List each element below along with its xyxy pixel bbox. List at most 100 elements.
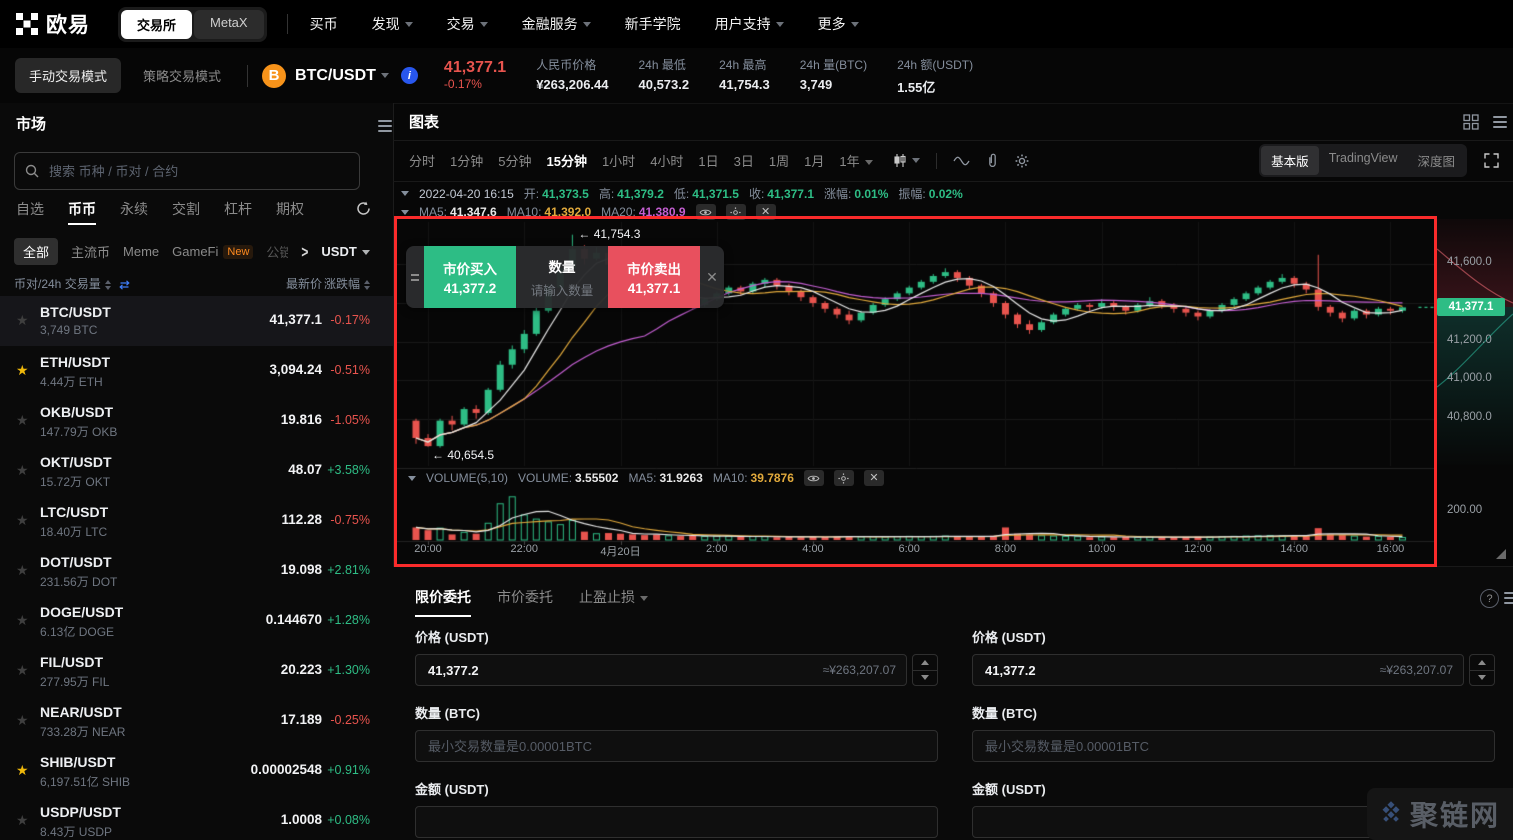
quantity-field[interactable]: 数量 请输入数量 — [516, 256, 608, 299]
market-tab-期权[interactable]: 期权 — [276, 201, 304, 217]
collapse-icon[interactable] — [408, 475, 416, 481]
market-sell-button[interactable]: 市价卖出 41,377.1 — [608, 246, 700, 308]
timeframe-tab[interactable]: 1分钟 — [450, 154, 484, 169]
pair-row[interactable]: ★ BTC/USDT 3,749 BTC 41,377.1 -0.17% — [0, 296, 393, 346]
nav-item[interactable]: 买币 — [310, 14, 338, 34]
quantity-input-box[interactable] — [972, 730, 1495, 762]
amount-input-box[interactable] — [415, 806, 938, 838]
filter-item[interactable]: Meme — [123, 244, 160, 259]
order-tab[interactable]: 止盈止损 — [579, 587, 648, 617]
eye-icon[interactable] — [695, 204, 716, 220]
help-icon[interactable]: ? — [1480, 589, 1499, 608]
collapse-icon[interactable] — [401, 191, 409, 196]
favorite-star-icon[interactable]: ★ — [16, 712, 29, 728]
favorite-star-icon[interactable]: ★ — [16, 412, 29, 428]
price-input[interactable] — [426, 661, 815, 679]
timeframe-tab[interactable]: 3日 — [733, 154, 754, 169]
layout-grid-icon[interactable] — [1463, 113, 1479, 130]
nav-item[interactable]: 新手学院 — [625, 14, 681, 34]
nav-item[interactable]: 用户支持 — [715, 14, 784, 34]
drawing-tools-icon[interactable] — [986, 153, 999, 168]
timeframe-tab[interactable]: 1小时 — [601, 154, 636, 169]
price-input-box[interactable]: ≈¥263,207.07 — [415, 654, 907, 686]
market-tab-永续[interactable]: 永续 — [120, 201, 148, 217]
quote-currency-select[interactable]: USDT — [321, 244, 370, 259]
market-tab-币币[interactable]: 币币 — [68, 199, 96, 225]
filter-pill-active[interactable]: 全部 — [14, 238, 59, 265]
timeframe-tab[interactable]: 1日 — [698, 154, 719, 169]
timeframe-tab[interactable]: 分时 — [409, 154, 436, 169]
chevron-right-icon[interactable]: > — [301, 241, 309, 262]
brand-logo[interactable]: 欧易 — [16, 9, 90, 39]
order-tab[interactable]: 限价委托 — [415, 587, 471, 617]
market-tab-杠杆[interactable]: 杠杆 — [224, 201, 252, 217]
eye-icon[interactable] — [803, 470, 824, 486]
swap-sort-icon[interactable] — [118, 280, 131, 290]
step-up-button[interactable] — [913, 655, 937, 670]
strategy-mode-button[interactable]: 策略交易模式 — [143, 69, 222, 84]
search-box[interactable] — [14, 152, 360, 190]
step-down-button[interactable] — [1470, 669, 1494, 686]
favorite-star-icon[interactable]: ★ — [16, 612, 29, 628]
chart-view-tab[interactable]: 深度图 — [1417, 155, 1455, 169]
indicator-settings-icon[interactable] — [725, 204, 746, 220]
favorite-star-icon[interactable]: ★ — [16, 762, 29, 778]
candle-type-icon[interactable] — [893, 153, 920, 168]
pair-row[interactable]: ★ OKT/USDT 15.72万 OKT 48.07 +3.58% — [0, 446, 393, 496]
close-indicator-icon[interactable]: ✕ — [863, 470, 884, 486]
timeframe-tab[interactable]: 4小时 — [650, 154, 684, 169]
step-up-button[interactable] — [1470, 655, 1494, 670]
refresh-icon[interactable] — [356, 201, 371, 221]
pair-row[interactable]: ★ OKB/USDT 147.79万 OKB 19.816 -1.05% — [0, 396, 393, 446]
pair-row[interactable]: ★ DOT/USDT 231.56万 DOT 19.098 +2.81% — [0, 546, 393, 596]
manual-mode-button[interactable]: 手动交易模式 — [15, 58, 122, 93]
favorite-star-icon[interactable]: ★ — [16, 562, 29, 578]
toggle-MetaX[interactable]: MetaX — [194, 9, 264, 39]
favorite-star-icon[interactable]: ★ — [16, 462, 29, 478]
close-indicator-icon[interactable]: ✕ — [755, 204, 776, 220]
pair-row[interactable]: ★ DOGE/USDT 6.13亿 DOGE 0.144670 +1.28% — [0, 596, 393, 646]
filter-item[interactable]: 公链 — [266, 245, 288, 260]
chart-view-tab[interactable]: TradingView — [1328, 151, 1398, 165]
nav-item[interactable]: 金融服务 — [522, 14, 591, 34]
amount-input[interactable] — [983, 813, 1484, 831]
nav-item[interactable]: 发现 — [372, 14, 413, 34]
price-input-box[interactable]: ≈¥263,207.07 — [972, 654, 1464, 686]
amount-input[interactable] — [426, 813, 927, 831]
pair-row[interactable]: ★ ETH/USDT 4.44万 ETH 3,094.24 -0.51% — [0, 346, 393, 396]
column-last-price[interactable]: 最新价 — [285, 277, 322, 291]
favorite-star-icon[interactable]: ★ — [16, 512, 29, 528]
chart-menu-icon[interactable] — [1493, 113, 1507, 131]
timeframe-tab[interactable]: 15分钟 — [546, 154, 587, 169]
pair-row[interactable]: ★ USDP/USDT 8.43万 USDP 1.0008 +0.08% — [0, 796, 393, 840]
info-icon[interactable]: i — [400, 67, 418, 84]
pair-selector[interactable]: BTC/USDT — [295, 66, 376, 84]
order-tab[interactable]: 市价委托 — [497, 589, 553, 605]
timeframe-tab[interactable]: 1年 — [839, 151, 873, 170]
pair-row[interactable]: ★ SHIB/USDT 6,197.51亿 SHIB 0.00002548 +0.91% — [0, 746, 393, 796]
favorite-star-icon[interactable]: ★ — [16, 662, 29, 678]
column-change[interactable]: 涨跌幅 — [314, 275, 370, 292]
timeframe-tab[interactable]: 1月 — [804, 154, 825, 169]
nav-item[interactable]: 交易 — [447, 14, 488, 34]
order-menu-icon[interactable] — [1504, 589, 1513, 607]
market-buy-button[interactable]: 市价买入 41,377.2 — [424, 246, 516, 308]
timeframe-tab[interactable]: 1周 — [768, 154, 790, 169]
indicator-settings-icon[interactable] — [833, 470, 854, 486]
quantity-input-box[interactable] — [415, 730, 938, 762]
axis-resize-handle[interactable] — [1496, 549, 1506, 559]
fullscreen-icon[interactable] — [1484, 153, 1499, 168]
quantity-input[interactable] — [983, 737, 1484, 755]
pair-row[interactable]: ★ NEAR/USDT 733.28万 NEAR 17.189 -0.25% — [0, 696, 393, 746]
column-pair-volume[interactable]: 币对/24h 交易量 — [14, 277, 131, 291]
filter-item[interactable]: 主流币 — [71, 245, 111, 260]
settings-gear-icon[interactable] — [1015, 154, 1029, 168]
favorite-star-icon[interactable]: ★ — [16, 312, 29, 328]
chevron-down-icon[interactable] — [380, 73, 389, 78]
favorite-star-icon[interactable]: ★ — [16, 362, 29, 378]
line-chart-icon[interactable] — [953, 155, 970, 166]
market-tab-自选[interactable]: 自选 — [16, 201, 44, 217]
sidebar-menu-icon[interactable] — [378, 117, 392, 135]
collapse-icon[interactable] — [401, 209, 409, 215]
toggle-交易所[interactable]: 交易所 — [121, 9, 193, 39]
